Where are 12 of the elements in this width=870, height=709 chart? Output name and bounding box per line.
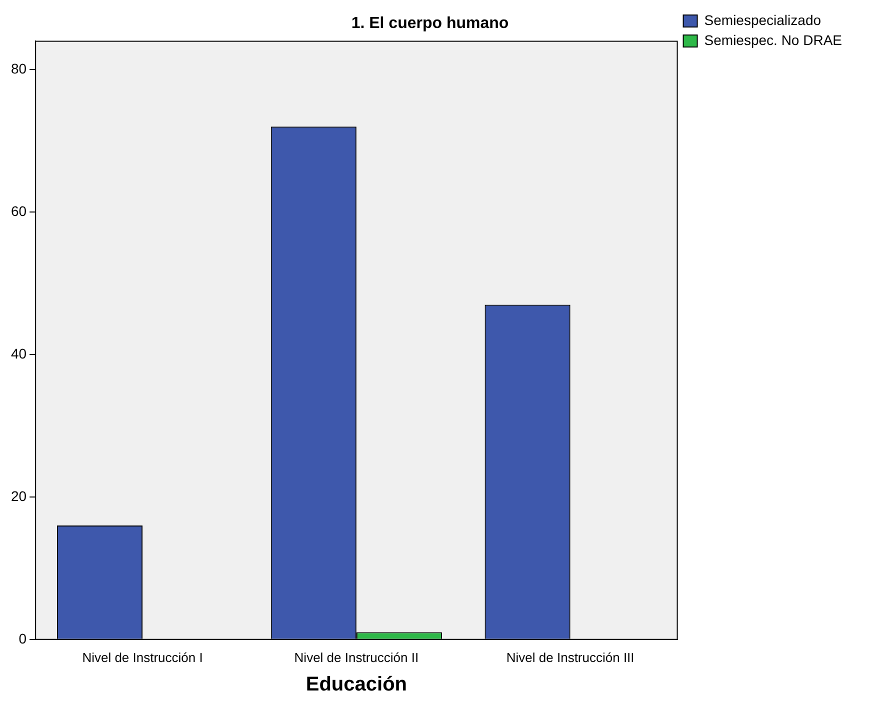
x-tick-label: Nivel de Instrucción I xyxy=(82,650,203,665)
x-tick-label: Nivel de Instrucción III xyxy=(506,650,634,665)
y-tick-label: 60 xyxy=(10,202,27,219)
x-tick-label: Nivel de Instrucción II xyxy=(294,650,419,665)
y-tick-label: 40 xyxy=(10,345,27,362)
legend-label: Semiespecializado xyxy=(704,12,822,28)
x-axis-title: Educación xyxy=(306,674,407,696)
y-tick-label: 0 xyxy=(18,630,27,646)
chart-title: 1. El cuerpo humano xyxy=(351,15,509,32)
y-tick-label: 80 xyxy=(10,60,27,77)
y-tick-label: 20 xyxy=(10,488,27,504)
legend-label: Semiespec. No DRAE xyxy=(704,32,842,48)
